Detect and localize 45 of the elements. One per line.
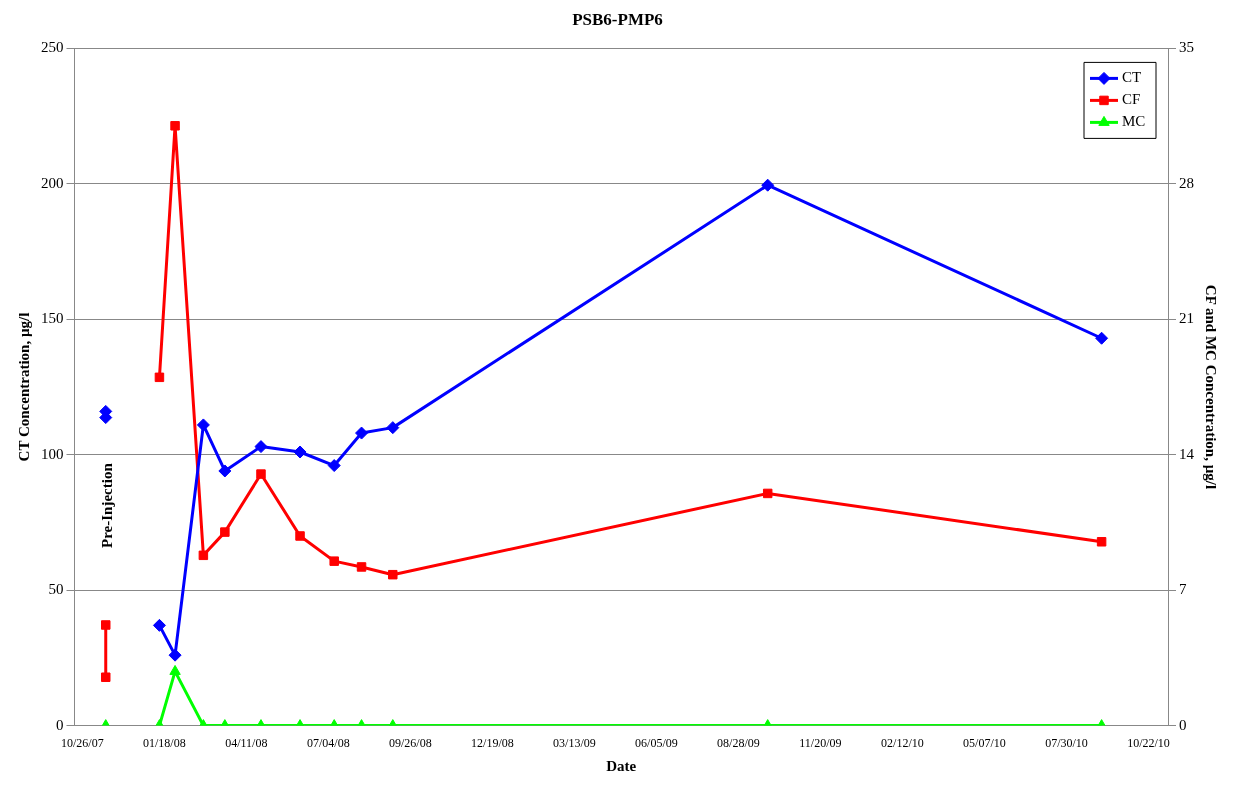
x-tick-label: 08/28/09 (717, 735, 760, 750)
legend-label: MC (1122, 113, 1146, 130)
y-tick-label: 200 (41, 174, 64, 191)
y-tick-label: 100 (41, 445, 64, 462)
chart-title: PSB6-PMP6 (572, 9, 663, 29)
y-tick-label: 0 (56, 716, 64, 733)
y2-tick-label: 14 (1179, 445, 1195, 462)
point (293, 445, 307, 459)
x-axis-title: Date (606, 757, 637, 774)
annotation: Pre-Injection (99, 462, 116, 548)
y2-tick-label: 0 (1179, 716, 1187, 733)
point (327, 459, 341, 473)
y2-axis-title: CF and MC Concentration, µg/l (1203, 284, 1220, 490)
point (168, 648, 182, 662)
point (196, 418, 210, 432)
x-tick-label: 11/20/09 (799, 735, 842, 750)
point (152, 618, 166, 632)
x-tick-label: 03/13/09 (553, 735, 596, 750)
point (254, 440, 268, 454)
x-tick-label: 04/11/08 (225, 735, 268, 750)
x-tick-label: 10/22/10 (1127, 735, 1170, 750)
x-tick-label: 07/04/08 (307, 735, 350, 750)
x-tick-label: 05/07/10 (963, 735, 1006, 750)
x-tick-label: 06/05/09 (635, 735, 678, 750)
y-axis-title: CT Concentration, µg/l (15, 312, 32, 462)
point (1095, 331, 1109, 345)
x-tick-label: 12/19/08 (471, 735, 514, 750)
y-tick-label: 150 (41, 310, 64, 327)
x-tick-label: 09/26/08 (389, 735, 432, 750)
x-tick-label: 02/12/10 (881, 735, 924, 750)
point (386, 421, 400, 435)
y2-tick-label: 28 (1179, 174, 1194, 191)
x-tick-label: 07/30/10 (1045, 735, 1088, 750)
y2-tick-label: 35 (1179, 39, 1194, 56)
y2-tick-label: 7 (1179, 581, 1187, 598)
x-tick-label: 10/26/07 (60, 735, 104, 750)
legend-label: CF (1122, 91, 1141, 108)
point (355, 426, 369, 440)
y-tick-label: 50 (48, 581, 64, 598)
point (761, 178, 775, 192)
x-tick-label: 01/18/08 (142, 735, 186, 750)
y2-tick-label: 21 (1179, 310, 1194, 327)
legend-label: CT (1122, 69, 1142, 86)
y-tick-label: 250 (41, 39, 64, 56)
point (218, 464, 232, 478)
